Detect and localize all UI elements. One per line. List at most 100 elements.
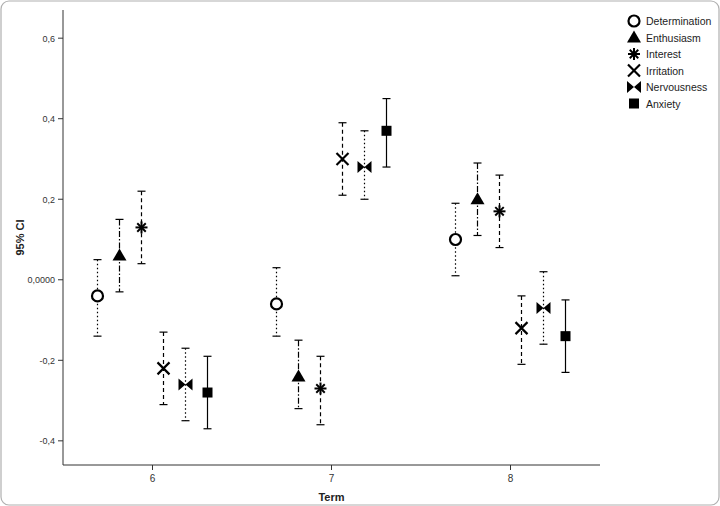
y-tick [58,118,63,119]
marker-part [158,362,170,374]
point [471,192,485,204]
error-cap [518,364,526,365]
point [450,234,461,245]
x-tick-label: 6 [150,473,156,484]
legend-label: Nervousness [646,81,707,93]
marker-part [113,249,127,261]
point [516,322,528,334]
point [271,298,282,309]
marker-part [627,31,641,43]
y-tick-label: -0,4 [39,436,55,446]
chart: -0,4 -0,2 0,0000 0,2 0,4 0,6 6 7 8 Term 95% CI Dete… [0,0,720,506]
marker-part [471,192,485,204]
marker-part [137,223,145,231]
marker-part [544,302,551,314]
error-cap [138,191,146,192]
legend-marker [629,99,639,109]
x-tick [331,465,332,470]
marker-part [627,81,634,93]
error-bar [562,300,570,372]
marker-part [179,378,186,390]
y-tick-label: -0,2 [39,356,55,366]
y-tick-label: 0,2 [42,195,55,205]
error-cap [204,428,212,429]
error-cap [116,219,124,220]
error-whisker [320,356,321,424]
marker-part [203,388,213,398]
error-cap [295,340,303,341]
error-cap [518,295,526,296]
error-bar [204,356,212,428]
error-cap [562,299,570,300]
point [382,126,392,136]
marker-part [629,16,640,27]
legend-label: Interest [646,48,681,60]
error-cap [273,267,281,268]
x-axis-title: Term [318,491,344,503]
error-cap [496,174,504,175]
marker-part [316,384,324,392]
point [337,153,349,165]
error-cap [273,336,281,337]
error-whisker [364,131,365,199]
error-cap [116,291,124,292]
marker-part [630,50,638,58]
point [358,161,372,173]
y-tick-label: 0,0000 [27,275,55,285]
error-cap [160,404,168,405]
legend-label: Determination [646,15,712,27]
error-cap [138,263,146,264]
y-tick [58,199,63,200]
error-cap [452,275,460,276]
point [203,388,213,398]
x-tick-label: 8 [508,473,514,484]
legend-label: Irritation [646,65,684,77]
legend-label: Anxiety [646,98,681,110]
x-tick-label: 7 [329,473,335,484]
marker-part [629,99,639,109]
point [292,369,306,381]
marker-part [158,362,170,374]
error-cap [204,356,212,357]
y-axis [63,10,64,465]
point [136,221,148,233]
marker-part [337,153,349,165]
error-cap [182,348,190,349]
frame [1,1,719,505]
error-cap [474,235,482,236]
error-cap [540,271,548,272]
point [113,249,127,261]
y-axis-title: 95% CI [14,219,26,255]
marks [92,99,571,429]
legend-label: Enthusiasm [646,32,701,44]
marker-part [337,153,349,165]
marker-part [365,161,372,173]
y-tick [58,360,63,361]
error-cap [339,122,347,123]
marker-part [495,207,503,215]
y-tick-label: 0,4 [42,114,55,124]
y-tick-label: 0,6 [42,34,55,44]
point [315,382,327,394]
marker-part [358,161,365,173]
error-cap [94,259,102,260]
error-cap [540,344,548,345]
marker-part [537,302,544,314]
marker-part [628,65,640,77]
error-cap [317,424,325,425]
point [561,331,571,341]
point [92,290,103,301]
marker-part [292,369,306,381]
error-cap [182,420,190,421]
marker-part [628,65,640,77]
marker-part [382,126,392,136]
legend-marker [629,16,640,27]
point [537,302,551,314]
y-tick [58,440,63,441]
point [179,378,193,390]
error-cap [562,372,570,373]
error-cap [452,203,460,204]
y-tick [58,38,63,39]
marker-part [186,378,193,390]
y-tick [58,279,63,280]
